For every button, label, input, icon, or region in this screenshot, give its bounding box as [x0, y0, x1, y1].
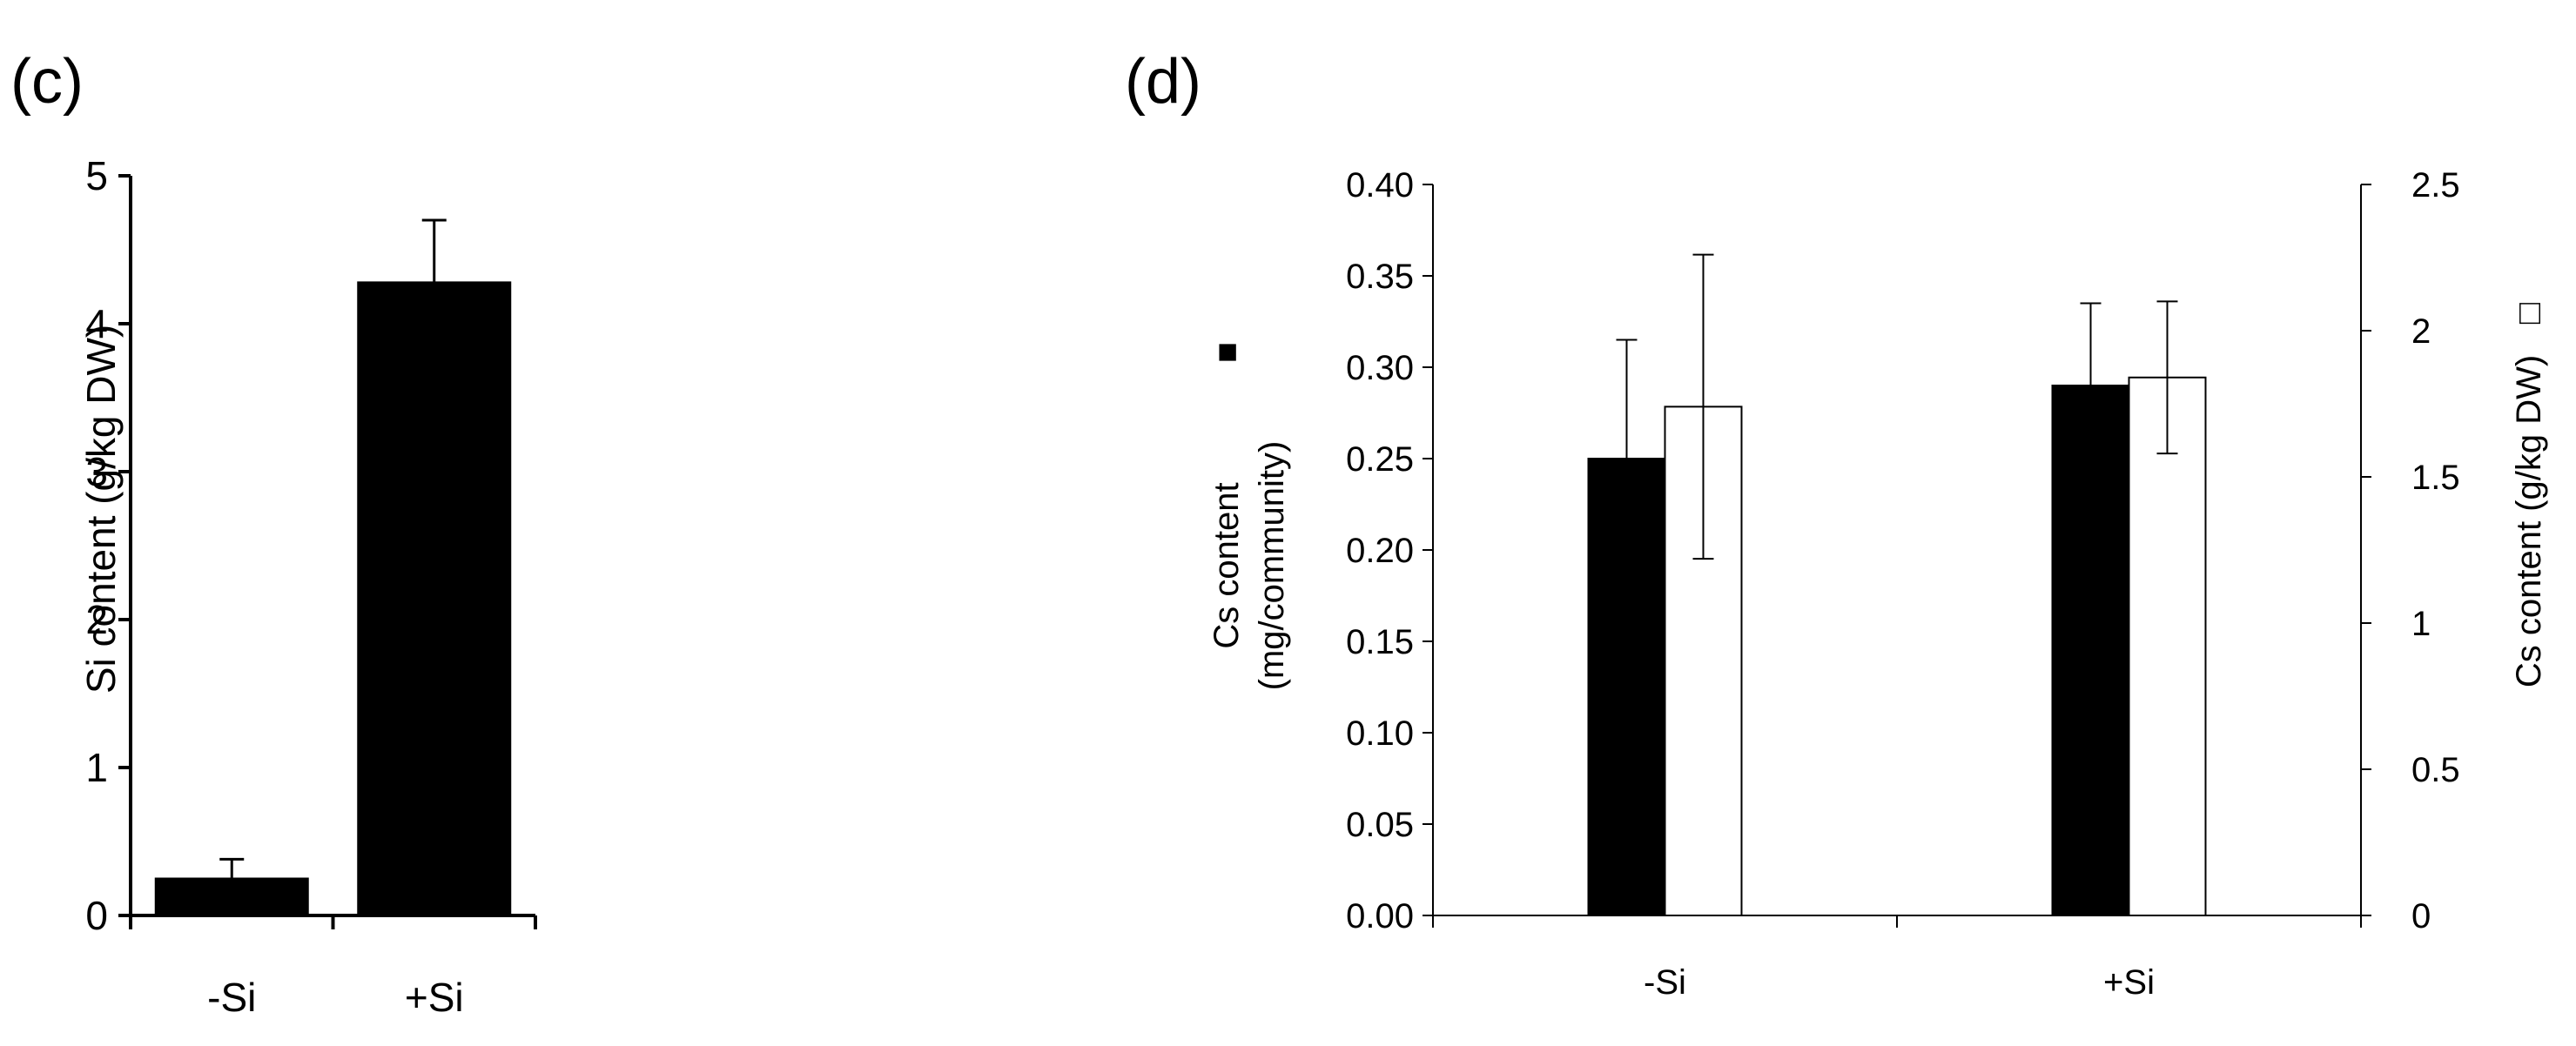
panel-d-label: (d)	[1125, 47, 1201, 117]
panel-d-right-y-title: Cs content (g/kg DW)	[2510, 355, 2548, 687]
panel-d-x-tick-label: +Si	[2103, 963, 2155, 1002]
panel-c-y-tick-label: 1	[85, 745, 108, 790]
panel-d-left-y-tick-label: 0.25	[1346, 440, 1414, 479]
panel-c-x-tick-label: -Si	[207, 975, 256, 1020]
panel-c: (c) 0 1 2 3 4 5 -Si +Si Si content (g/kg DW)	[10, 47, 537, 1020]
panel-c-bar	[154, 877, 309, 916]
panel-d: (d) 0.00 0.05 0.10 0.15 0.20 0.25 0.30 0.35 0.40…	[1125, 47, 2548, 1002]
panel-c-y-axis: 0 1 2 3 4 5	[85, 153, 132, 938]
panel-d-left-y-tick-label: 0.40	[1346, 166, 1414, 205]
panel-d-left-y-axis: 0.00 0.05 0.10 0.15 0.20 0.25 0.30 0.35 0.40	[1346, 166, 1434, 935]
panel-d-left-y-tick-label: 0.20	[1346, 532, 1414, 570]
panel-d-left-y-tick-label: 0.05	[1346, 806, 1414, 844]
panel-d-right-y-title-marker: □	[2510, 303, 2548, 324]
panel-d-right-y-tick-label: 2.5	[2411, 166, 2460, 205]
panel-d-left-y-tick-label: 0.00	[1346, 897, 1414, 935]
panel-d-left-y-axis-title: Cs content (mg/community) ■	[1207, 342, 1291, 690]
panel-d-right-y-tick-label: 1	[2411, 605, 2431, 643]
panel-d-left-y-title-line2: (mg/community)	[1253, 441, 1291, 691]
panel-c-x-tick-label: +Si	[405, 975, 464, 1020]
panel-c-y-tick-label: 2	[85, 597, 108, 642]
panel-d-left-y-tick-label: 0.10	[1346, 714, 1414, 753]
panel-c-label: (c)	[10, 47, 84, 117]
panel-c-y-tick-label: 0	[85, 893, 108, 938]
panel-d-bars	[1587, 253, 2207, 916]
panel-c-y-tick-label: 5	[85, 153, 108, 198]
panel-d-left-y-title-marker: ■	[1207, 342, 1246, 363]
panel-d-bar-mg-community	[2051, 385, 2130, 916]
panel-d-x-tick-label: -Si	[1644, 963, 1686, 1002]
panel-c-y-axis-title: Si content (g/kg DW)	[78, 325, 124, 694]
panel-d-right-y-axis: 0 0.5 1 1.5 2 2.5	[2360, 166, 2460, 935]
panel-d-left-y-tick-label: 0.35	[1346, 258, 1414, 296]
panel-d-right-y-tick-label: 2	[2411, 312, 2431, 351]
panel-d-bar-g-kg	[2128, 376, 2207, 916]
panel-c-bars	[154, 218, 512, 916]
panel-d-right-y-tick-label: 0	[2411, 897, 2431, 935]
panel-c-y-tick-label: 3	[85, 449, 108, 494]
panel-d-right-y-tick-label: 0.5	[2411, 751, 2460, 789]
panel-c-y-tick-label: 4	[85, 301, 108, 346]
panel-d-left-y-tick-label: 0.30	[1346, 349, 1414, 387]
panel-d-x-axis: -Si +Si	[1432, 915, 2362, 1002]
panel-c-x-axis: -Si +Si	[129, 914, 537, 1020]
panel-d-left-y-tick-label: 0.15	[1346, 623, 1414, 661]
panel-d-left-y-title-line1: Cs content	[1207, 482, 1246, 648]
panel-c-bar	[357, 281, 512, 916]
panel-d-right-y-tick-label: 1.5	[2411, 459, 2460, 497]
panel-d-right-y-axis-title: Cs content (g/kg DW) □	[2510, 303, 2548, 687]
